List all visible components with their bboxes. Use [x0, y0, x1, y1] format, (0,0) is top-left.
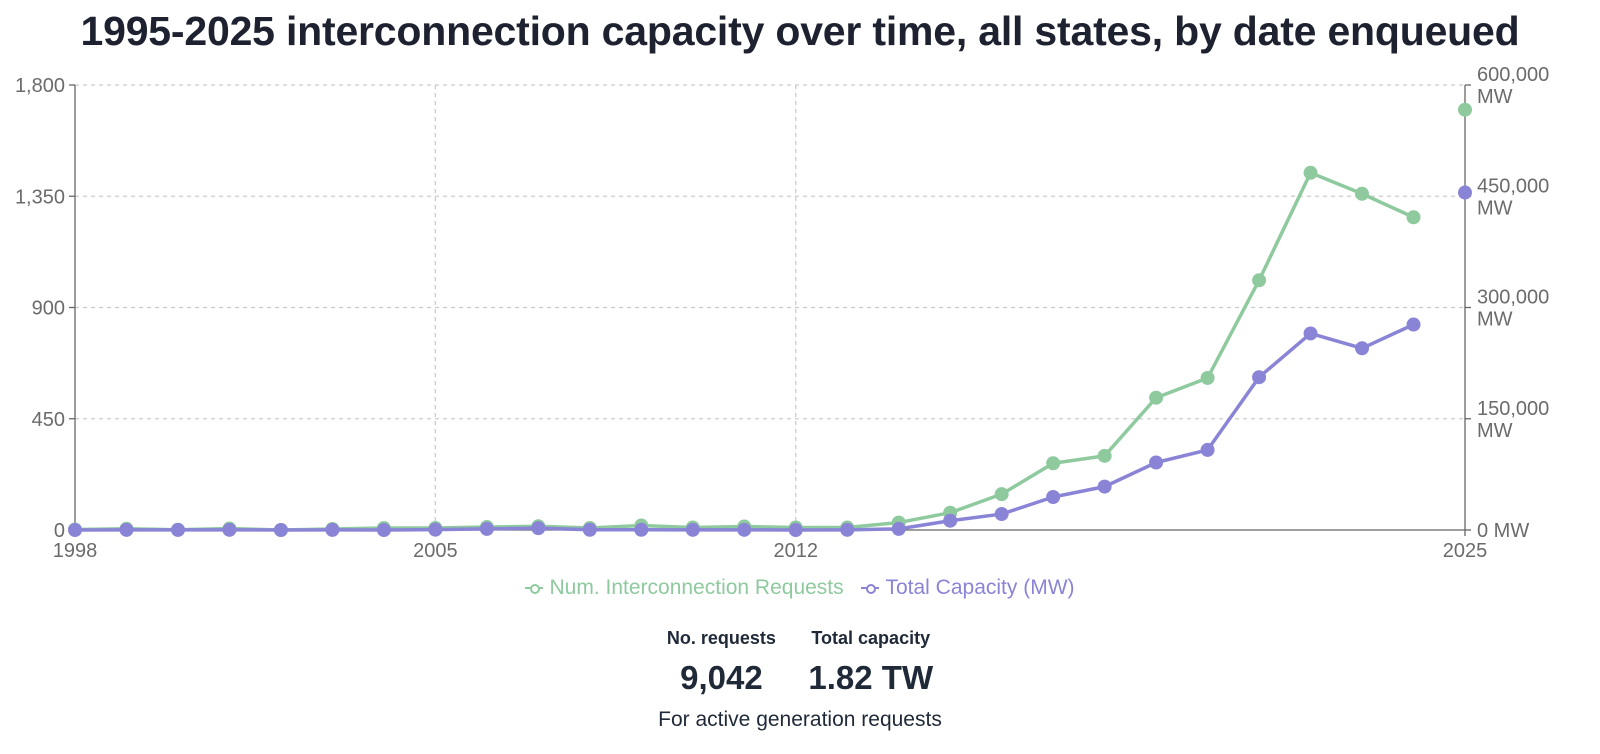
data-point-capacity	[994, 507, 1009, 522]
data-point-capacity	[531, 521, 546, 536]
data-point-capacity	[1200, 442, 1215, 457]
y-right-tick-label: 150,000	[1477, 398, 1549, 420]
data-point-capacity	[1046, 489, 1061, 504]
data-point-requests	[1149, 390, 1164, 405]
summary-stats: No. requests 9,042 Total capacity 1.82 T…	[0, 628, 1600, 697]
data-point-capacity	[1252, 370, 1267, 385]
stat-value: 9,042	[680, 659, 763, 696]
y-right-tick-label: 450,000	[1477, 175, 1549, 197]
y-left-tick-label: 1,350	[15, 186, 65, 208]
data-point-capacity	[1149, 455, 1164, 470]
legend-item-capacity[interactable]: Total Capacity (MW)	[861, 576, 1075, 600]
data-point-capacity	[273, 523, 288, 537]
stat-requests: No. requests 9,042	[667, 628, 776, 697]
stat-label: No. requests	[666, 628, 776, 648]
data-point-capacity	[943, 513, 958, 528]
data-point-capacity	[582, 522, 597, 537]
legend-label-capacity: Total Capacity (MW)	[885, 576, 1075, 599]
data-point-capacity	[68, 523, 82, 537]
y-right-tick-label: MW	[1477, 420, 1513, 442]
data-point-requests	[1355, 186, 1370, 201]
data-point-requests	[1406, 210, 1421, 225]
data-point-requests	[1303, 165, 1318, 180]
line-marker-icon	[861, 583, 880, 594]
data-point-capacity	[325, 522, 340, 537]
line-marker-icon	[525, 583, 544, 594]
y-left-tick-label: 900	[32, 298, 65, 320]
x-tick-label: 2005	[413, 540, 458, 562]
y-right-tick-label: 0 MW	[1477, 520, 1529, 542]
data-point-capacity	[376, 523, 391, 537]
y-left-tick-label: 0	[54, 520, 65, 542]
legend-item-requests[interactable]: Num. Interconnection Requests	[525, 576, 844, 600]
y-left-tick-label: 450	[32, 409, 65, 431]
data-point-requests	[994, 487, 1009, 502]
stat-capacity: Total capacity 1.82 TW	[808, 628, 933, 697]
chart-legend: Num. Interconnection Requests Total Capa…	[0, 575, 1600, 600]
data-point-requests	[1458, 102, 1472, 117]
data-point-requests	[1200, 370, 1215, 385]
data-point-requests	[1097, 448, 1112, 463]
data-point-capacity	[1355, 341, 1370, 356]
data-point-capacity	[788, 523, 803, 537]
data-point-capacity	[1303, 326, 1318, 341]
data-point-capacity	[737, 522, 752, 537]
data-point-capacity	[685, 522, 700, 537]
data-point-capacity	[1097, 479, 1112, 494]
footnote: For active generation requests	[658, 708, 942, 731]
y-right-tick-label: MW	[1477, 197, 1513, 219]
series-line-requests	[74, 171, 1415, 532]
data-point-capacity	[222, 522, 237, 537]
stat-label: Total capacity	[811, 628, 931, 648]
data-point-capacity	[1406, 317, 1421, 332]
data-point-requests	[1046, 456, 1061, 471]
x-tick-label: 2012	[773, 540, 818, 562]
x-tick-label: 1998	[53, 540, 98, 562]
data-point-capacity	[1458, 185, 1472, 200]
data-point-capacity	[170, 522, 185, 537]
data-point-capacity	[428, 522, 443, 537]
stat-value: 1.82 TW	[808, 659, 934, 696]
y-left-tick-label: 1,800	[15, 75, 65, 97]
y-right-tick-label: MW	[1477, 86, 1513, 108]
y-right-tick-label: 600,000	[1477, 64, 1549, 86]
data-point-capacity	[891, 521, 906, 536]
data-point-capacity	[840, 522, 855, 537]
y-right-tick-label: 300,000	[1477, 287, 1549, 309]
legend-label-requests: Num. Interconnection Requests	[549, 576, 844, 599]
x-tick-label: 2025	[1443, 540, 1488, 562]
data-point-capacity	[119, 522, 134, 537]
chart-title: 1995-2025 interconnection capacity over …	[80, 8, 1520, 54]
data-point-capacity	[634, 522, 649, 537]
data-point-requests	[1252, 273, 1267, 288]
y-right-tick-label: MW	[1477, 309, 1513, 331]
series-line-capacity	[74, 322, 1415, 532]
data-point-capacity	[479, 521, 494, 536]
